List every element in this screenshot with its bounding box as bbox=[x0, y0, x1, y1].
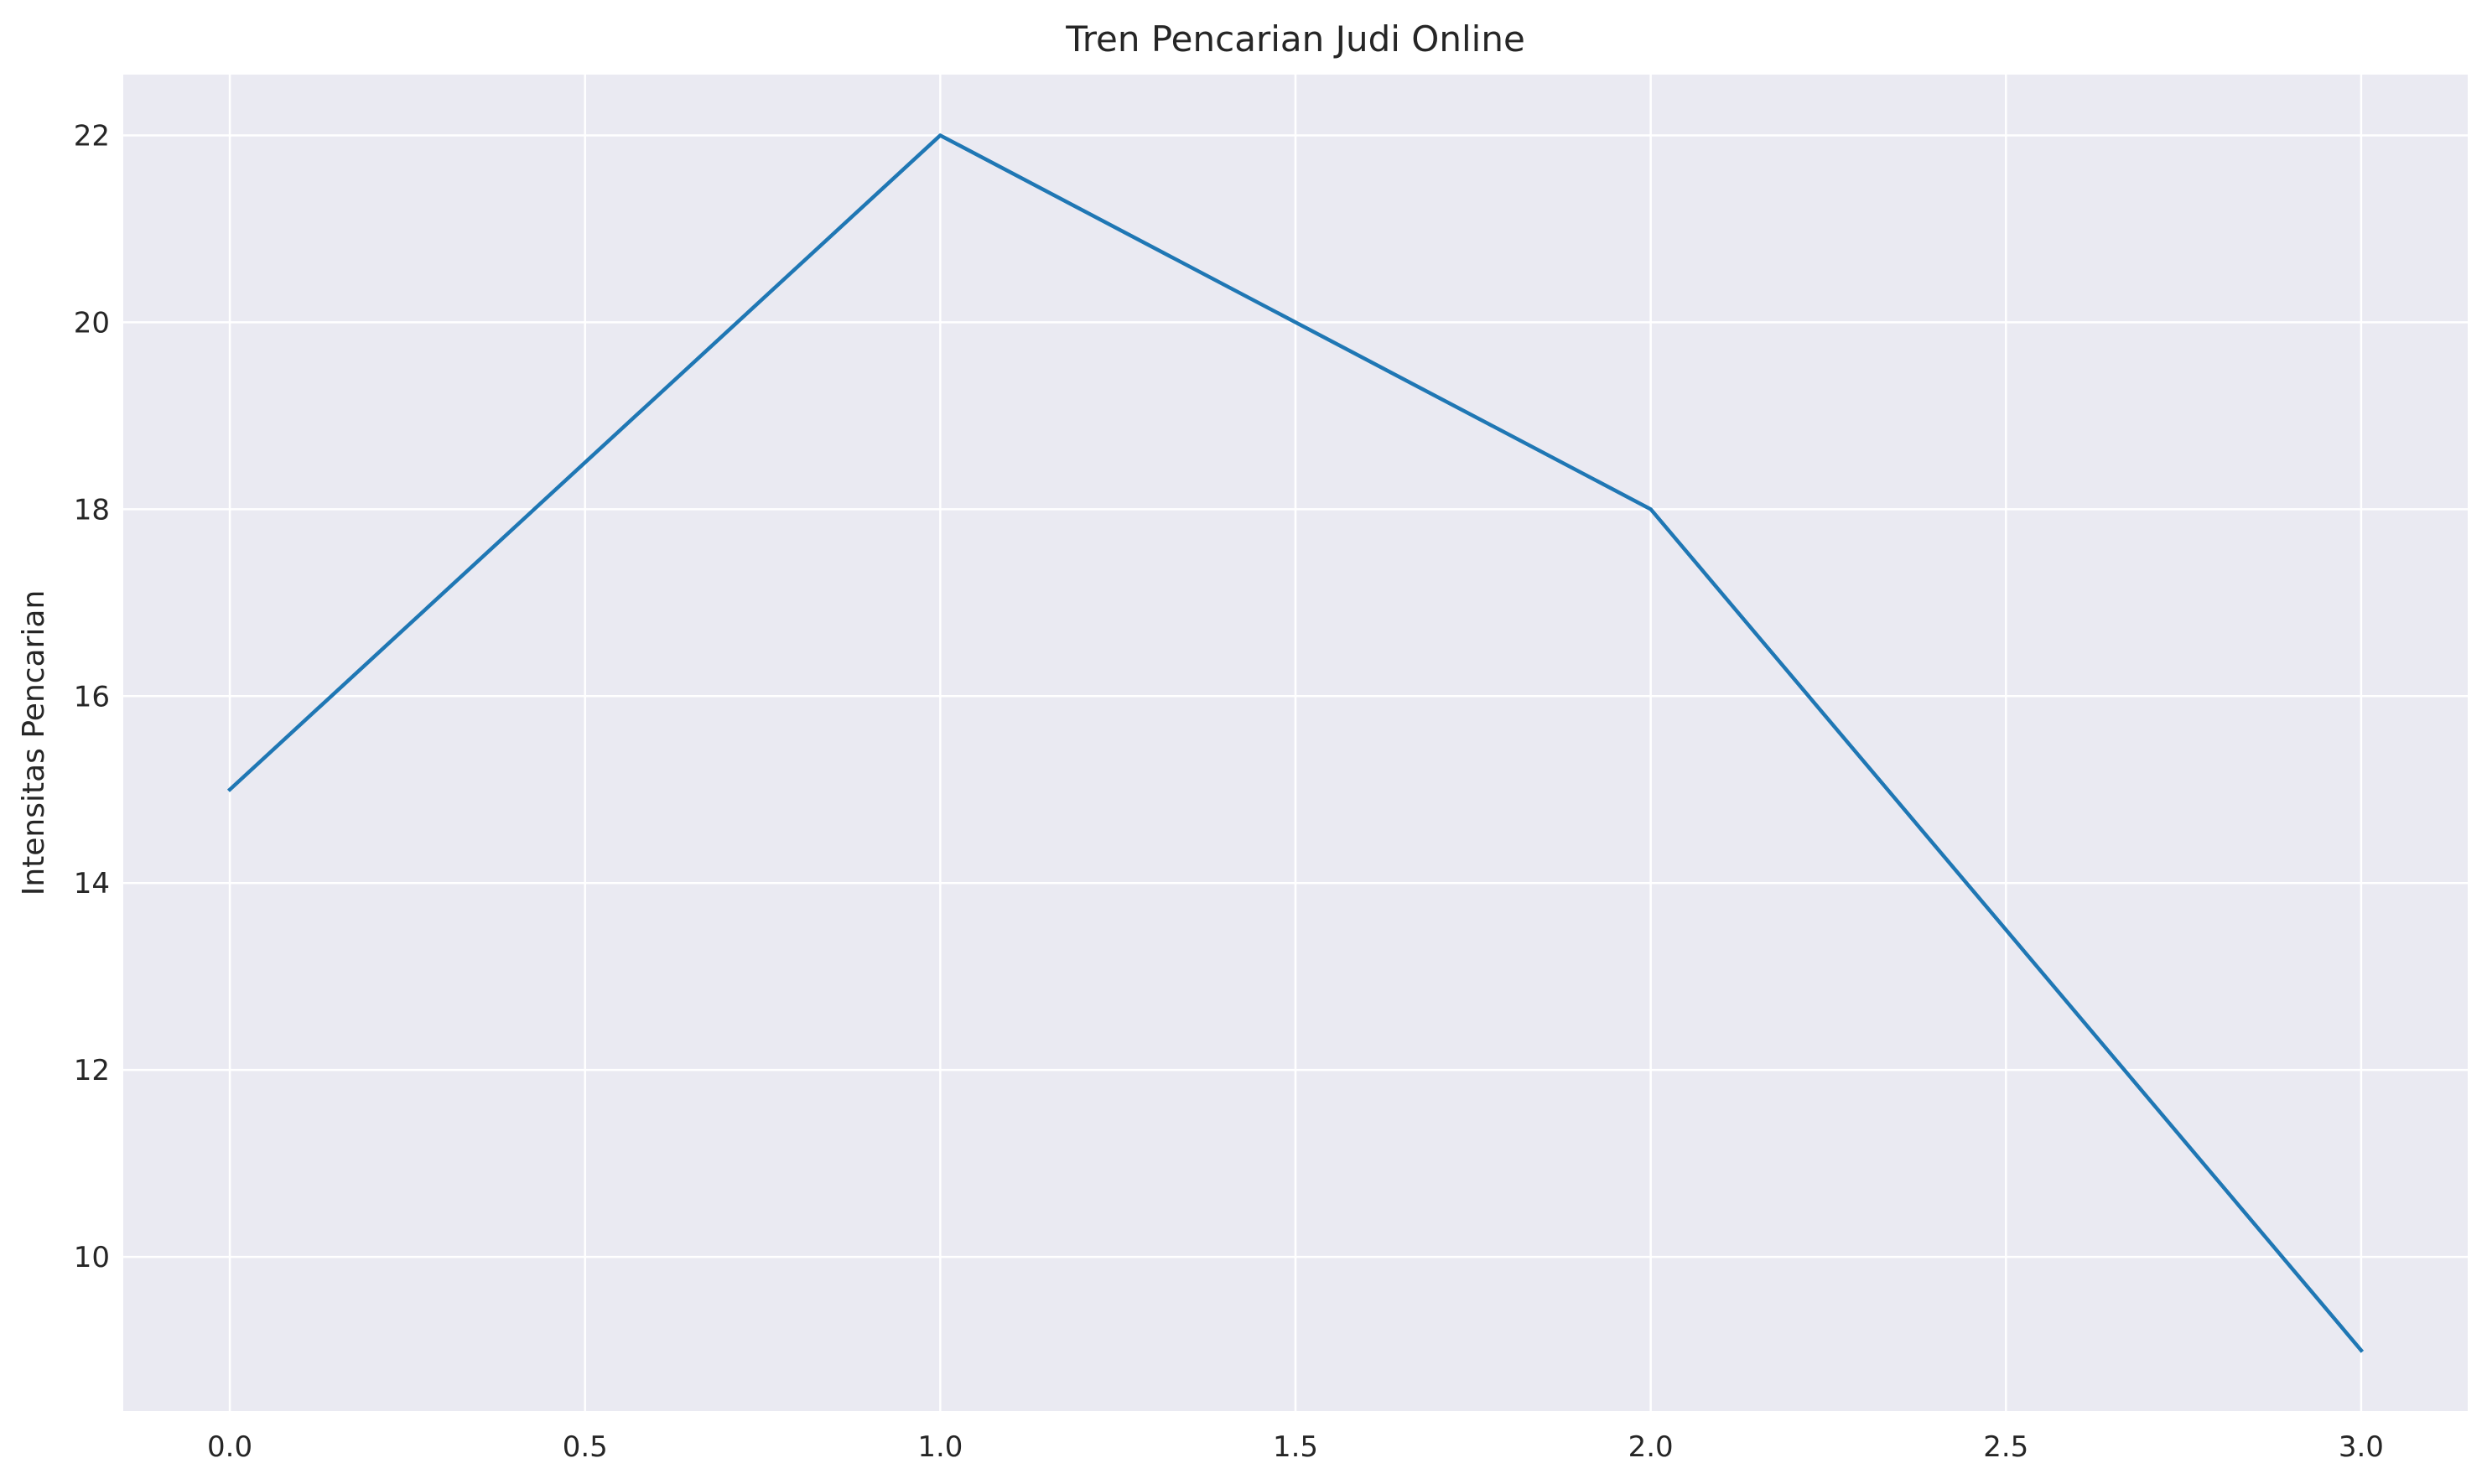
x-tick-label: 3.0 bbox=[2339, 1430, 2384, 1464]
x-tick-label: 0.0 bbox=[207, 1430, 252, 1464]
x-tick-label: 1.0 bbox=[917, 1430, 963, 1464]
x-tick-label: 2.0 bbox=[1628, 1430, 1674, 1464]
y-tick-label: 12 bbox=[74, 1054, 110, 1087]
x-axis-ticks: 0.0 0.5 1.0 1.5 2.0 2.5 3.0 bbox=[207, 1430, 2384, 1464]
y-tick-label: 16 bbox=[74, 680, 110, 713]
y-tick-label: 14 bbox=[74, 867, 110, 900]
y-tick-label: 10 bbox=[74, 1241, 110, 1274]
x-tick-label: 2.5 bbox=[1983, 1430, 2028, 1464]
y-tick-label: 22 bbox=[74, 119, 110, 153]
y-axis-ticks: 10 12 14 16 18 20 22 bbox=[74, 119, 110, 1274]
x-tick-label: 1.5 bbox=[1273, 1430, 1318, 1464]
chart-title: Tren Pencarian Judi Online bbox=[1065, 18, 1525, 60]
y-tick-label: 18 bbox=[74, 493, 110, 527]
x-tick-label: 0.5 bbox=[563, 1430, 608, 1464]
y-axis-title: Intensitas Pencarian bbox=[17, 590, 51, 896]
y-tick-label: 20 bbox=[74, 306, 110, 340]
